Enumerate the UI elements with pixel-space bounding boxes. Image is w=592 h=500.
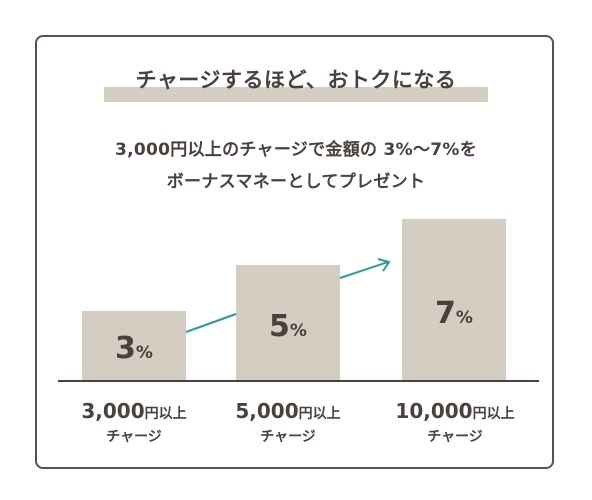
chart-baseline bbox=[58, 380, 539, 382]
tier-unit: 円以上 bbox=[472, 406, 515, 422]
page-title: チャージするほど、おトクになる bbox=[135, 68, 457, 92]
tier-amount: 5,000 bbox=[235, 399, 299, 423]
description-line-2: ボーナスマネーとしてプレゼント bbox=[166, 172, 426, 192]
tier-label-3000: 3,000円以上 チャージ bbox=[49, 400, 219, 449]
tier-amount: 10,000 bbox=[395, 399, 473, 423]
title-highlight-band bbox=[104, 87, 488, 102]
tier-subtext: チャージ bbox=[427, 429, 483, 445]
tier-amount: 3,000 bbox=[81, 399, 145, 423]
tier-unit: 円以上 bbox=[298, 406, 341, 422]
bar-value-label: 5% bbox=[269, 309, 307, 345]
bar-value-label: 7% bbox=[435, 295, 473, 331]
tier-label-5000: 5,000円以上 チャージ bbox=[203, 400, 373, 449]
tier-subtext: チャージ bbox=[106, 429, 162, 445]
bar-7-percent: 7% bbox=[402, 219, 506, 380]
tier-unit: 円以上 bbox=[144, 406, 187, 422]
tier-subtext: チャージ bbox=[260, 429, 316, 445]
bar-3-percent: 3% bbox=[82, 311, 186, 380]
tier-label-10000: 10,000円以上 チャージ bbox=[370, 400, 540, 449]
bar-5-percent: 5% bbox=[236, 265, 340, 380]
bar-value-label: 3% bbox=[115, 331, 153, 367]
description-line-1: 3,000円以上のチャージで金額の 3%〜7%を bbox=[114, 140, 478, 160]
